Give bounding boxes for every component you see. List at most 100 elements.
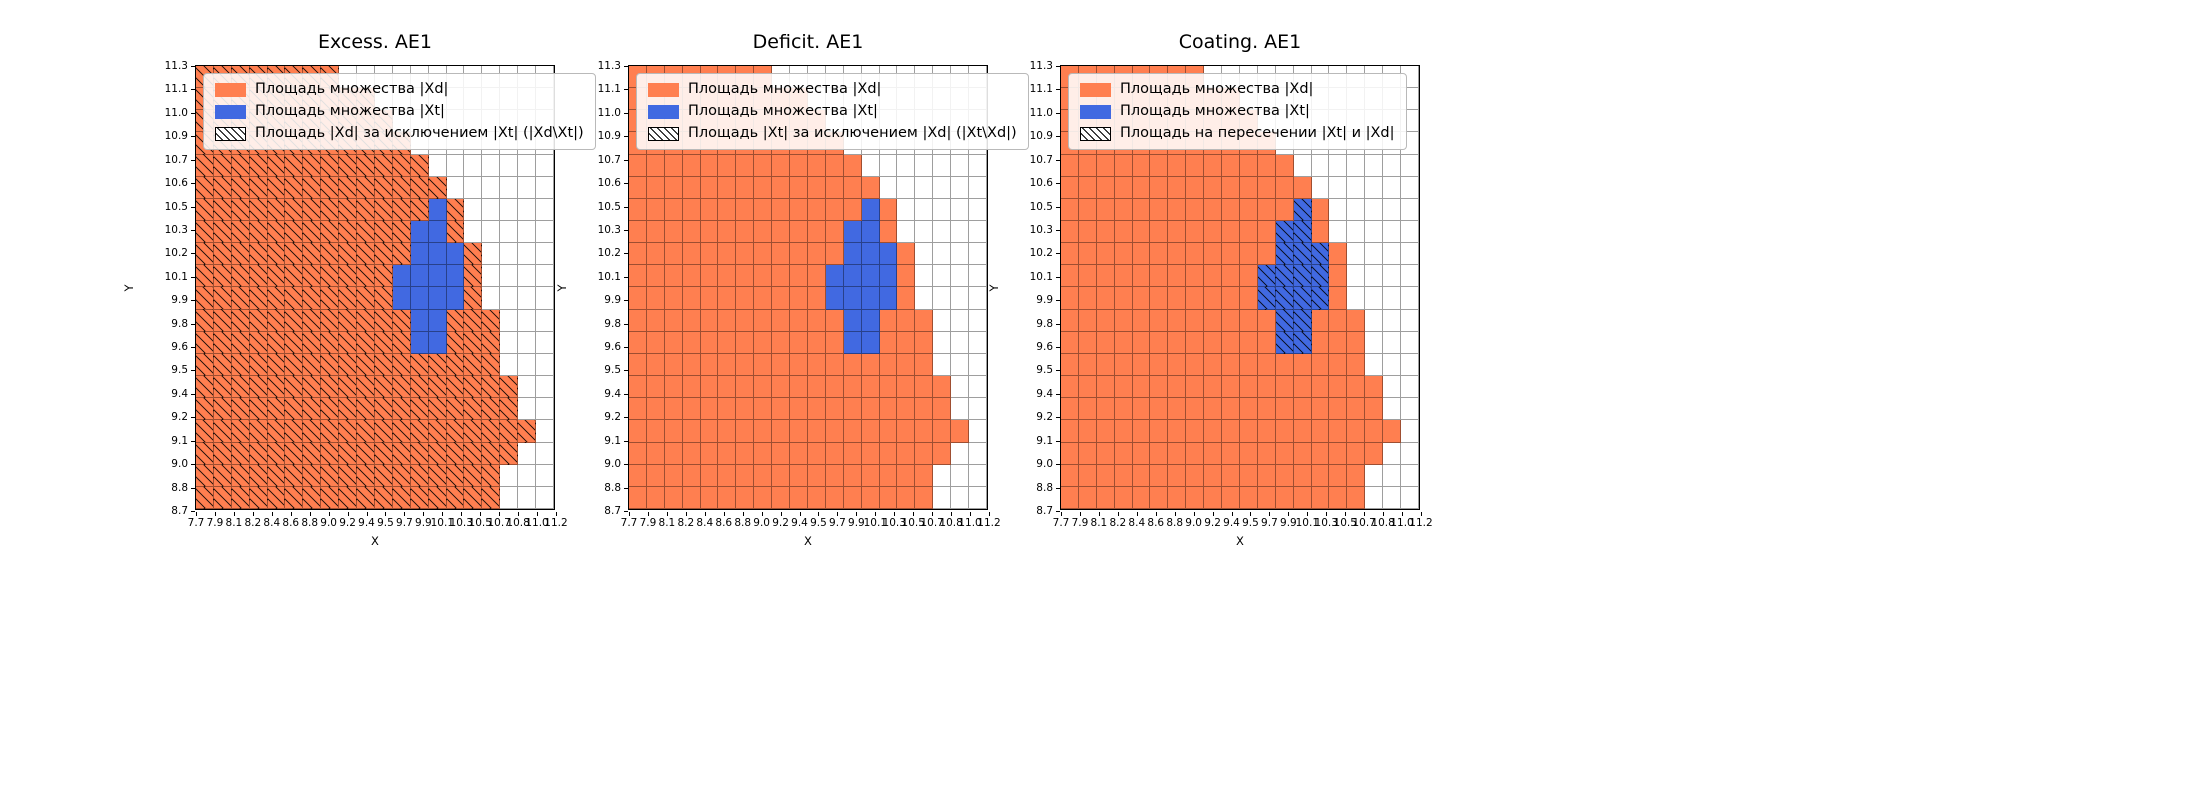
x-tick-mark bbox=[1288, 512, 1290, 516]
grid-cell bbox=[249, 398, 268, 421]
grid-cell bbox=[1168, 198, 1187, 222]
grid-cell bbox=[1132, 154, 1151, 177]
grid-cell bbox=[1186, 331, 1205, 354]
grid-cell bbox=[682, 353, 701, 377]
grid-cell bbox=[682, 154, 701, 177]
grid-cell bbox=[1275, 464, 1294, 487]
x-tick-mark bbox=[1326, 512, 1328, 516]
grid-cell bbox=[807, 309, 826, 332]
grid-cell bbox=[718, 486, 737, 509]
grid-cell bbox=[861, 265, 880, 288]
grid-cell bbox=[267, 398, 286, 421]
grid-cell bbox=[736, 176, 755, 199]
grid-cell bbox=[682, 442, 701, 465]
grid-cell bbox=[1275, 486, 1294, 509]
grid-cell bbox=[1114, 442, 1133, 465]
grid-cell bbox=[1168, 376, 1187, 399]
grid-cell bbox=[1365, 309, 1384, 332]
grid-cell bbox=[897, 198, 916, 222]
grid-cell bbox=[303, 198, 322, 222]
grid-cell bbox=[915, 353, 934, 377]
grid-cell bbox=[718, 265, 737, 288]
grid-cell bbox=[1383, 486, 1402, 509]
x-tick-label: 9.7 bbox=[1261, 517, 1278, 529]
grid-cell bbox=[951, 154, 970, 177]
grid-cell bbox=[1204, 154, 1223, 177]
grid-cell bbox=[267, 221, 286, 244]
grid-cell bbox=[1347, 154, 1366, 177]
grid-cell bbox=[231, 309, 250, 332]
grid-cell bbox=[500, 420, 519, 443]
x-tick-label: 8.2 bbox=[244, 517, 262, 529]
grid-cell bbox=[843, 486, 862, 509]
grid-cell bbox=[303, 420, 322, 443]
y-tick-mark bbox=[624, 464, 628, 466]
grid-cell bbox=[700, 198, 719, 222]
grid-cell bbox=[646, 243, 665, 266]
x-tick-label: 10.7 bbox=[1352, 517, 1376, 529]
grid-cell bbox=[843, 331, 862, 354]
grid-cell bbox=[321, 265, 340, 288]
y-tick-mark bbox=[1056, 229, 1060, 231]
x-tick-label: 10.8 bbox=[939, 517, 963, 529]
grid-cell bbox=[1186, 265, 1205, 288]
grid-cell bbox=[897, 420, 916, 443]
grid-cell bbox=[464, 265, 483, 288]
grid-cell bbox=[879, 442, 898, 465]
x-tick-label: 10.1 bbox=[430, 517, 455, 529]
grid-cell bbox=[267, 331, 286, 354]
grid-cell bbox=[374, 331, 393, 354]
grid-cell bbox=[249, 309, 268, 332]
grid-cell bbox=[1186, 442, 1205, 465]
grid-cell bbox=[629, 198, 647, 222]
grid-cell bbox=[825, 353, 844, 377]
y-tick-mark bbox=[1056, 300, 1060, 302]
grid-cell bbox=[410, 331, 429, 354]
grid-cell bbox=[861, 221, 880, 244]
grid-cell bbox=[1061, 176, 1079, 199]
grid-cell bbox=[1383, 287, 1402, 310]
grid-cell bbox=[482, 353, 501, 377]
x-tick-mark bbox=[1193, 512, 1195, 516]
grid-cell bbox=[629, 353, 647, 377]
grid-cell bbox=[1222, 331, 1240, 354]
grid-cell bbox=[951, 420, 970, 443]
grid-cell bbox=[790, 486, 808, 509]
grid-cell bbox=[790, 398, 808, 421]
y-tick-label: 9.5 bbox=[1036, 364, 1053, 377]
grid-cell bbox=[951, 376, 970, 399]
grid-cell bbox=[664, 376, 683, 399]
grid-cell bbox=[1365, 464, 1384, 487]
legend-item: Площадь множества |Xd| bbox=[648, 81, 1017, 98]
grid-cell bbox=[1114, 198, 1133, 222]
y-tick-mark bbox=[624, 159, 628, 161]
x-tick-label: 11.2 bbox=[977, 517, 1001, 529]
grid-cell bbox=[428, 464, 447, 487]
grid-cell bbox=[1347, 287, 1366, 310]
grid-cell bbox=[1204, 442, 1223, 465]
grid-cell bbox=[1365, 486, 1384, 509]
grid-cell bbox=[213, 176, 232, 199]
grid-cell bbox=[1365, 287, 1384, 310]
y-tick-label: 9.6 bbox=[1036, 341, 1053, 354]
x-tick-label: 9.0 bbox=[320, 517, 337, 529]
grid-cell bbox=[482, 398, 501, 421]
grid-cell bbox=[1114, 287, 1133, 310]
grid-cell bbox=[518, 353, 537, 377]
grid-cell bbox=[518, 464, 537, 487]
grid-cell bbox=[825, 376, 844, 399]
subplot-excess: Excess. AE1 Y Площадь множества |Xd| Пло… bbox=[122, 31, 596, 548]
y-tick-label: 10.2 bbox=[164, 247, 188, 260]
grid-cell bbox=[464, 198, 483, 222]
grid-cell bbox=[646, 221, 665, 244]
grid-cell bbox=[700, 287, 719, 310]
grid-cell bbox=[518, 486, 537, 509]
grid-cell bbox=[1168, 309, 1187, 332]
grid-cell bbox=[1365, 198, 1384, 222]
grid-cell bbox=[1222, 376, 1240, 399]
grid-cell bbox=[446, 287, 465, 310]
grid-cell bbox=[664, 243, 683, 266]
x-tick-label: 9.0 bbox=[1185, 517, 1202, 529]
grid-cell bbox=[339, 221, 358, 244]
grid-cell bbox=[392, 287, 411, 310]
